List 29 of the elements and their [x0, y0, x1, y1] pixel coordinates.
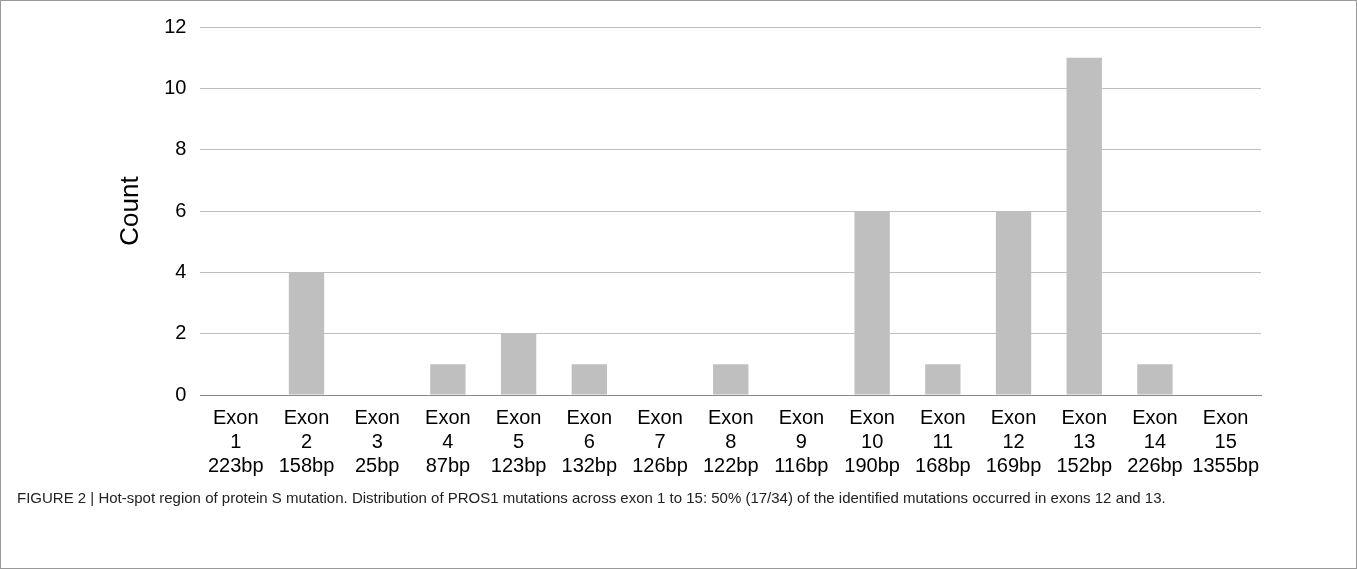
- bar: [430, 364, 466, 395]
- x-tick-label: Exon 1 223bp: [207, 405, 264, 476]
- x-tick-label: Exon 2 158bp: [278, 405, 335, 476]
- x-tick-label: Exon 5 123bp: [490, 405, 547, 476]
- x-tick-label: Exon 6 132bp: [561, 405, 618, 476]
- y-tick-label: 6: [175, 198, 187, 221]
- y-tick-label: 12: [164, 14, 187, 37]
- x-tick-label: Exon 10 190bp: [844, 405, 900, 476]
- x-tick-label: Exon 14 226bp: [1127, 405, 1183, 476]
- x-tick-label: Exon 12 169bp: [985, 405, 1042, 476]
- x-tick-label: Exon 7 126bp: [632, 405, 688, 476]
- y-tick-label: 4: [175, 259, 187, 282]
- y-tick-label: 10: [164, 75, 187, 98]
- x-tick-label: Exon 13 152bp: [1056, 405, 1113, 476]
- bar: [713, 364, 749, 395]
- y-tick-label: 8: [175, 137, 187, 160]
- x-tick-label: Exon 3 25bp: [354, 405, 400, 476]
- y-axis-title: Count: [113, 175, 144, 246]
- x-tick-label: Exon 15 1355bp: [1192, 405, 1260, 476]
- x-tick-label: Exon 9 116bp: [774, 405, 829, 476]
- bar: [1137, 364, 1173, 395]
- bar: [571, 364, 607, 395]
- caption: FIGURE 2 | Hot-spot region of protein S mutation. Distribution of PROS1 mutations across exon 1 to 15: 50% (17/34) of the identified mutations occurred in exons 12 and 13.: [17, 488, 1167, 508]
- x-tick-label: Exon 8 122bp: [702, 405, 759, 476]
- bar: [925, 364, 961, 395]
- y-tick-label: 2: [175, 321, 187, 344]
- y-tick-label: 0: [175, 382, 187, 405]
- x-tick-label: Exon 11 168bp: [915, 405, 971, 476]
- x-tick-label: Exon 4 87bp: [425, 405, 471, 476]
